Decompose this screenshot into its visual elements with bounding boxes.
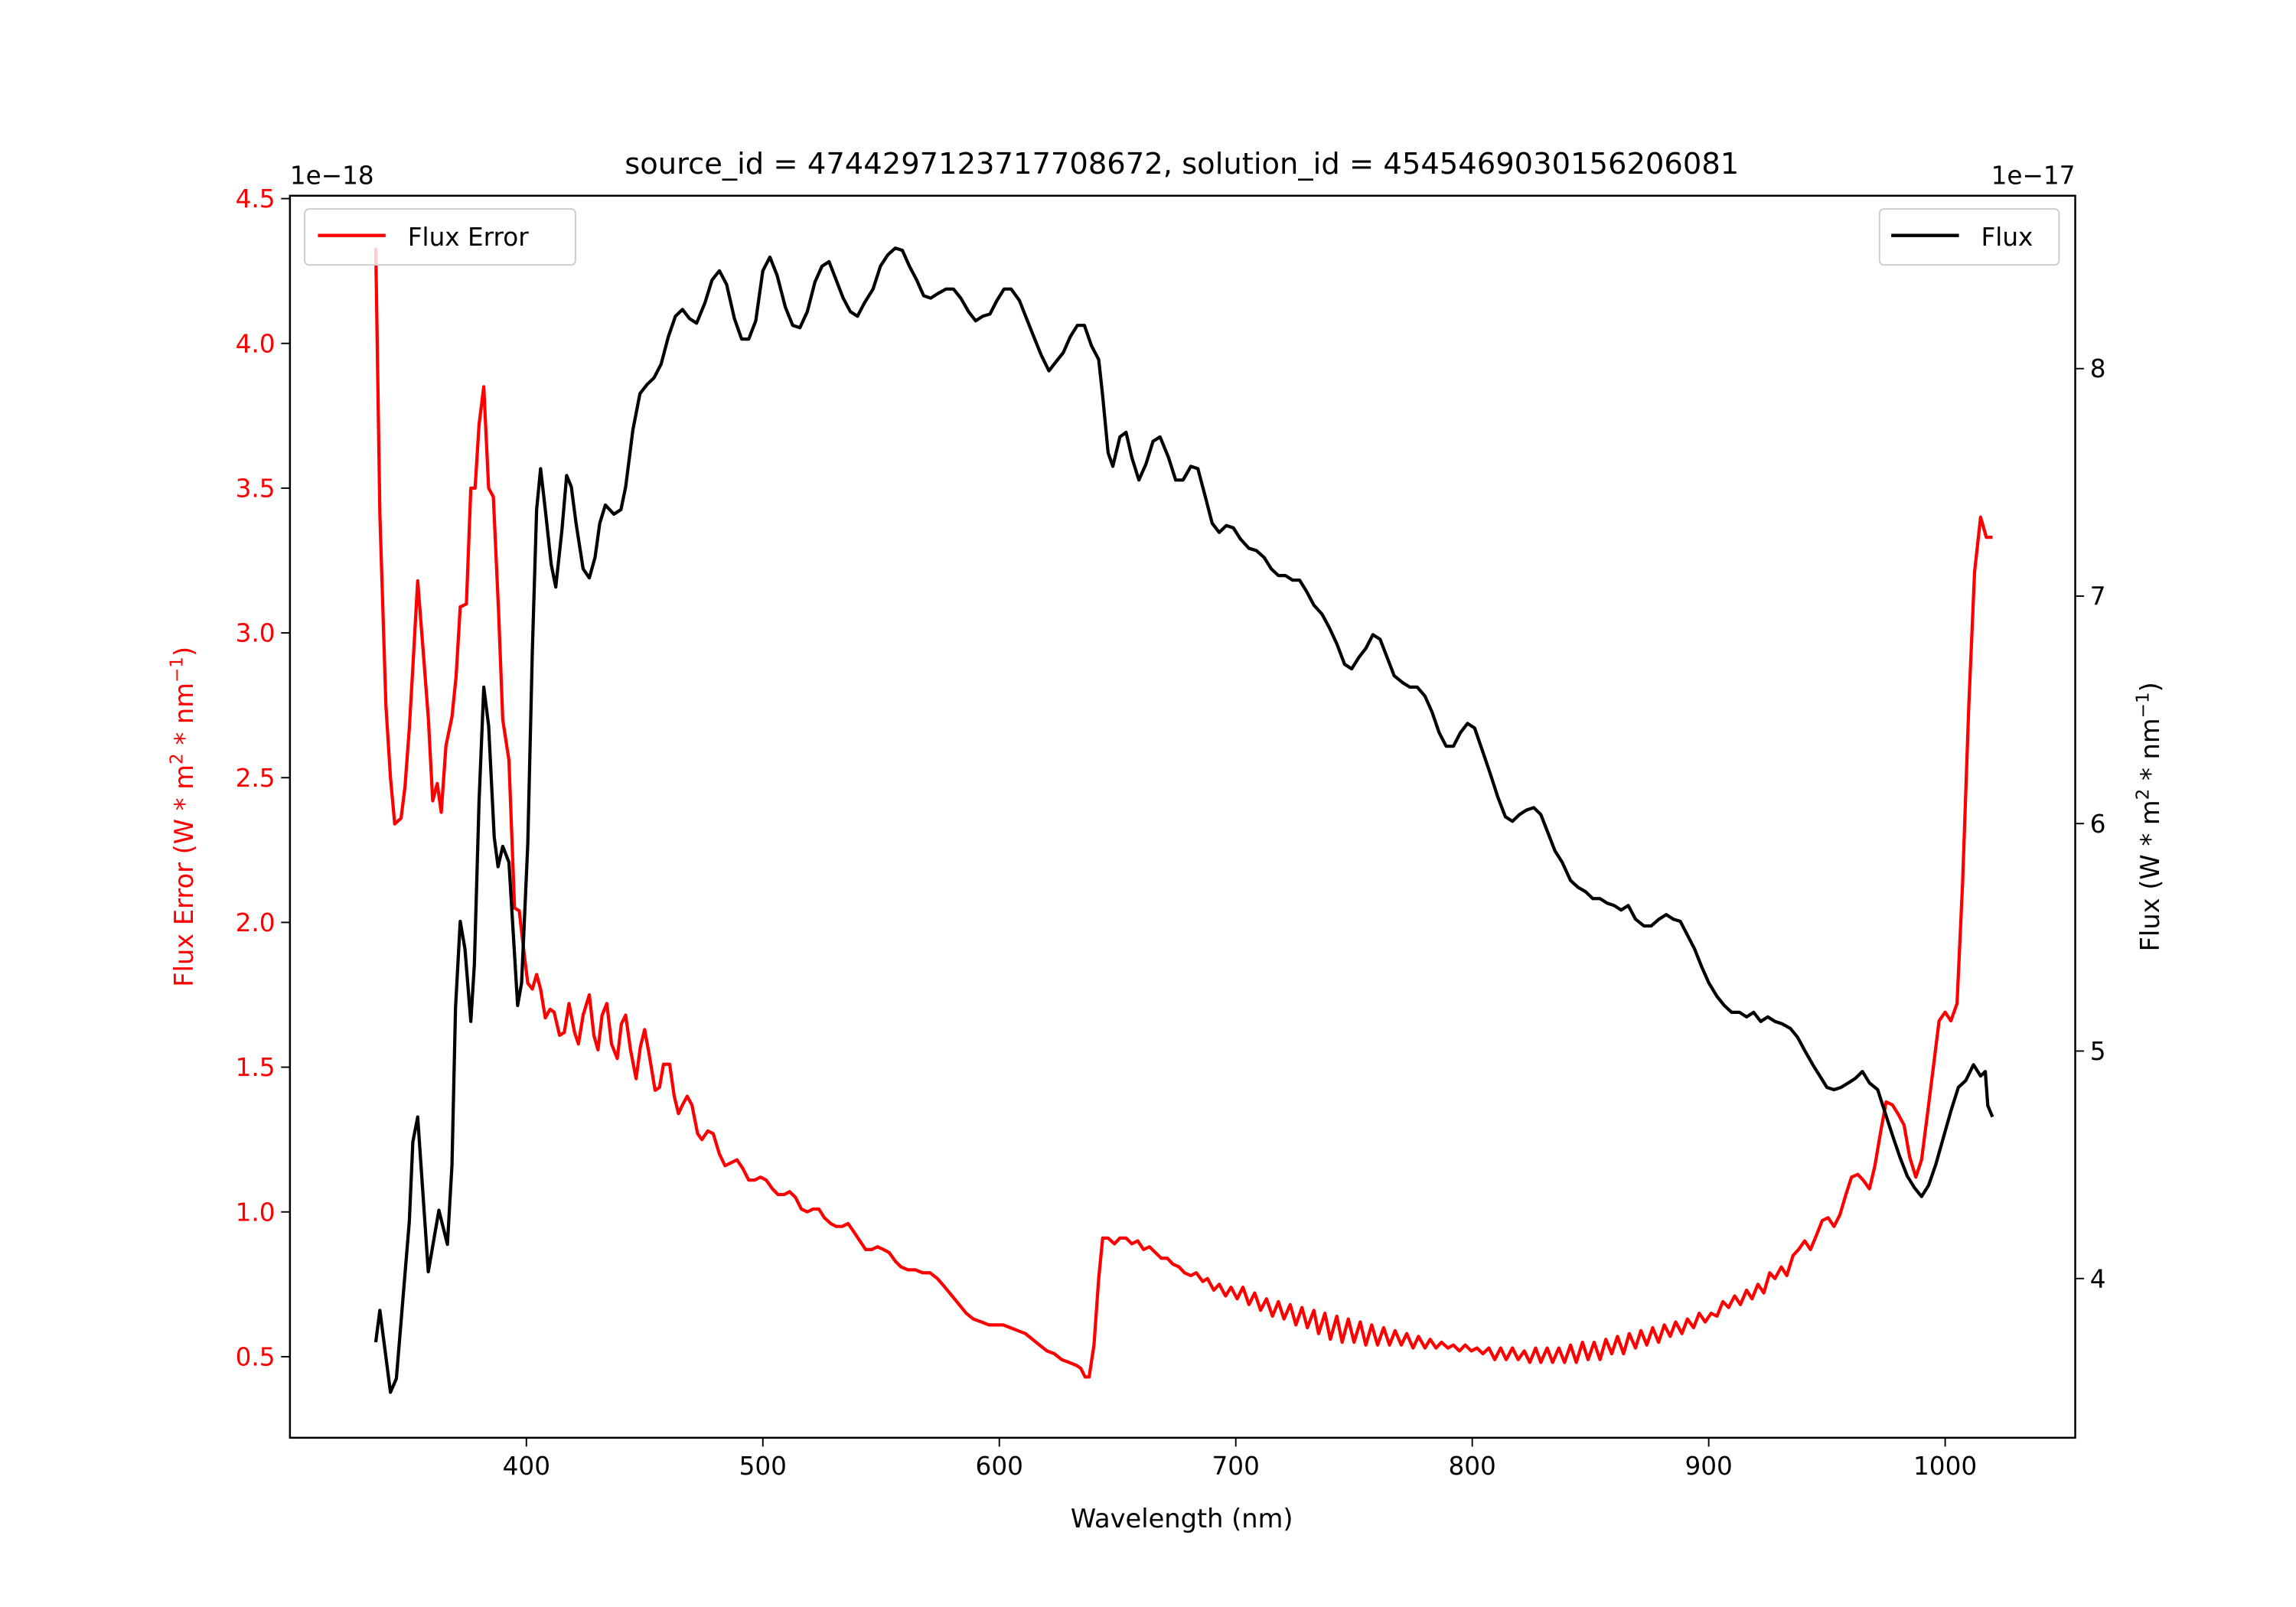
- left-axis-tick-label: 4.0: [236, 329, 276, 358]
- label-part: * nm: [2135, 718, 2165, 788]
- left-axis-tick-label: 2.5: [236, 764, 276, 793]
- x-tick-label: 400: [503, 1452, 550, 1481]
- left-axis-tick-label: 2.0: [236, 908, 276, 937]
- legend-label-flux: Flux: [1981, 223, 2033, 252]
- chart-title: source_id = 4744297123717708672, solutio…: [625, 147, 1739, 181]
- left-offset-text: 1e−18: [290, 161, 374, 190]
- x-axis-label: Wavelength (nm): [1071, 1504, 1293, 1534]
- legend-flux: Flux: [1878, 208, 2060, 266]
- legend-box: [304, 208, 576, 266]
- label-part: * nm: [169, 683, 199, 753]
- label-part: Flux (W * m: [2135, 800, 2165, 951]
- right-axis-tick-label: 8: [2090, 354, 2106, 383]
- left-axis-tick-label: 3.5: [236, 474, 276, 503]
- right-axis-tick-label: 7: [2090, 582, 2106, 611]
- left-axis-tick-label: 4.5: [236, 184, 276, 214]
- x-tick-label: 600: [976, 1452, 1023, 1481]
- label-part: ): [2135, 682, 2165, 692]
- x-tick-label: 800: [1448, 1452, 1495, 1481]
- legend-box: [1878, 208, 2060, 266]
- axis-ticks: 400 500 600 700 800 900 1000 0.5 1.0 1.5 2.0 2.5 3.0…: [236, 184, 2106, 1481]
- left-axis-tick-label: 3.0: [236, 619, 276, 648]
- left-axis-tick-label: 0.5: [236, 1342, 276, 1371]
- right-offset-text: 1e−17: [1991, 161, 2076, 190]
- label-part: Flux Error (W * m: [169, 764, 199, 987]
- label-part: ): [169, 647, 199, 657]
- x-tick-label: 700: [1212, 1452, 1260, 1481]
- series-line-flux-error: [373, 247, 1993, 1379]
- label-sup: 2: [2134, 789, 2154, 800]
- legend-label-flux-error: Flux Error: [408, 223, 530, 252]
- label-sup: 2: [167, 753, 187, 764]
- right-axis-tick-label: 4: [2090, 1264, 2106, 1293]
- legend-flux-error: Flux Error: [304, 208, 576, 266]
- right-axis-tick-label: 5: [2090, 1037, 2106, 1066]
- right-axis-tick-label: 6: [2090, 810, 2106, 839]
- x-tick-label: 500: [739, 1452, 787, 1481]
- label-sup: −1: [2134, 692, 2154, 718]
- series-line-flux: [373, 246, 1994, 1394]
- right-y-axis-label: Flux (W * m2 * nm−1): [2134, 682, 2165, 951]
- left-axis-tick-label: 1.0: [236, 1198, 276, 1227]
- axes-frame: [289, 194, 2076, 1439]
- left-axis-tick-label: 1.5: [236, 1053, 276, 1082]
- plot-area: [373, 246, 1994, 1394]
- x-tick-label: 900: [1684, 1452, 1732, 1481]
- left-y-axis-label: Flux Error (W * m2 * nm−1): [167, 647, 198, 987]
- x-tick-label: 1000: [1913, 1452, 1977, 1481]
- label-sup: −1: [167, 657, 187, 683]
